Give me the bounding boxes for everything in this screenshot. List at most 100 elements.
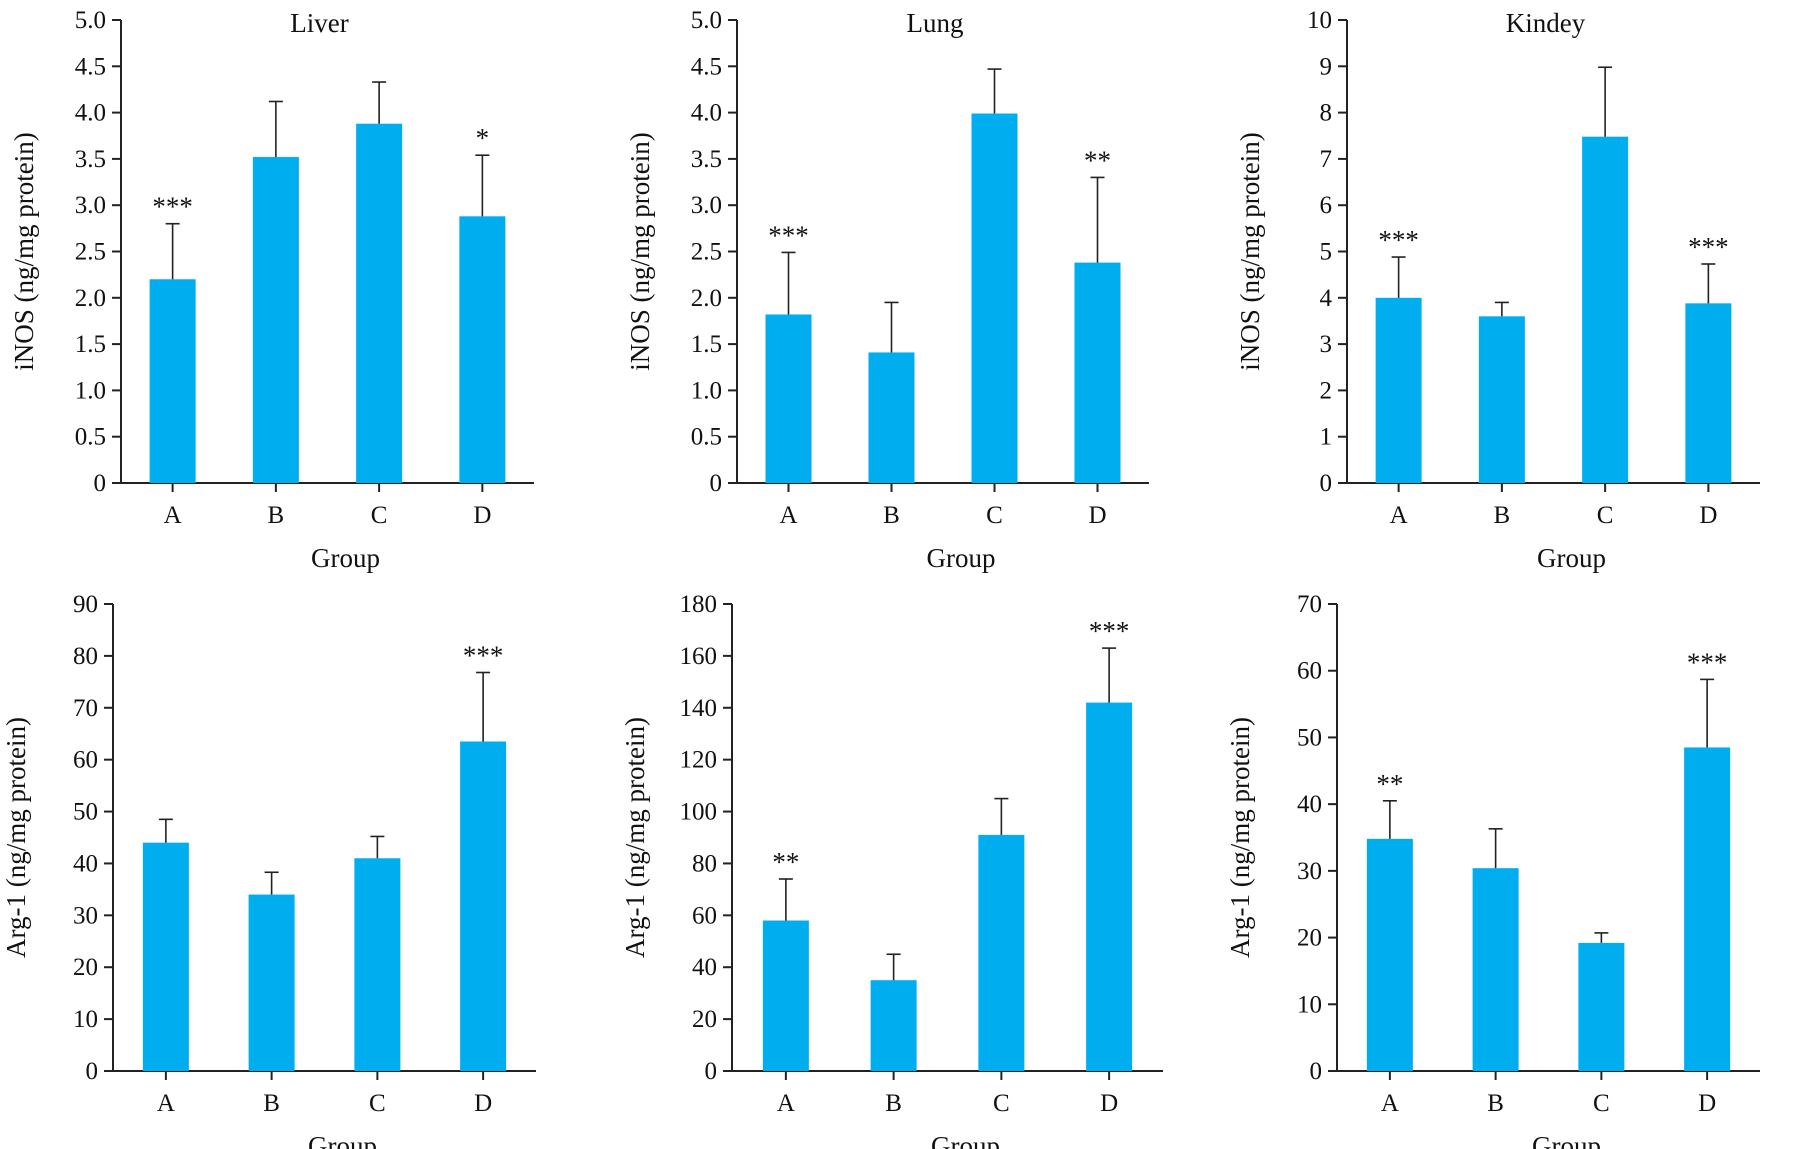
x-tick-label: A (777, 1090, 795, 1117)
x-tick-label: A (157, 1090, 175, 1117)
x-tick-label: A (1390, 502, 1408, 529)
bar-C (356, 123, 403, 483)
y-tick-label: 5.0 (691, 7, 722, 34)
y-tick-label: 60 (692, 902, 717, 929)
significance-label: ** (1376, 769, 1403, 799)
significance-label: ** (772, 847, 799, 877)
y-tick-label: 4.5 (691, 53, 722, 80)
y-tick-label: 4 (1320, 285, 1333, 312)
y-axis-title: iNOS (ng/mg protein) (625, 132, 655, 370)
x-tick-label: C (1593, 1090, 1610, 1117)
panel-title: Kindey (1506, 8, 1586, 38)
bar-C (971, 113, 1018, 483)
x-tick-label: B (268, 502, 285, 529)
y-tick-label: 3.5 (75, 146, 106, 173)
y-tick-label: 0 (710, 470, 723, 497)
x-tick-label: B (1487, 1090, 1504, 1117)
y-tick-label: 180 (680, 591, 718, 618)
y-axis-title: Arg-1 (ng/mg protein) (620, 717, 650, 958)
y-tick-label: 2.5 (691, 239, 722, 266)
y-tick-label: 5.0 (75, 7, 106, 34)
x-axis-title: Group (931, 1131, 1000, 1149)
significance-label: *** (1688, 232, 1729, 262)
y-axis-title: Arg-1 (ng/mg protein) (1225, 717, 1255, 958)
panel-title: Liver (290, 8, 348, 38)
bar-C (354, 858, 401, 1071)
bar-A (1366, 838, 1413, 1071)
x-tick-label: C (1597, 502, 1614, 529)
chart-panel-5: 0 20 40 60 80 100 120 140 160 180 A ** B C D *** Group Ar… (620, 591, 1163, 1149)
y-tick-label: 1.5 (691, 331, 722, 358)
bar-B (1478, 316, 1525, 483)
y-tick-label: 0 (1310, 1058, 1323, 1085)
x-tick-label: D (473, 502, 491, 529)
x-tick-label: B (885, 1090, 902, 1117)
y-tick-label: 160 (680, 643, 718, 670)
bar-D (1684, 747, 1731, 1071)
y-tick-label: 2.0 (691, 285, 722, 312)
y-tick-label: 3.0 (75, 192, 106, 219)
x-tick-label: C (993, 1090, 1010, 1117)
y-tick-label: 3.5 (691, 146, 722, 173)
bar-A (1375, 297, 1422, 483)
y-tick-label: 50 (73, 799, 98, 826)
y-tick-label: 80 (692, 850, 717, 877)
y-tick-label: 9 (1320, 53, 1333, 80)
y-tick-label: 90 (73, 591, 98, 618)
bar-C (1582, 136, 1629, 483)
bar-B (868, 352, 915, 483)
y-tick-label: 40 (692, 954, 717, 981)
y-tick-label: 120 (680, 747, 718, 774)
y-tick-label: 4.0 (75, 100, 106, 127)
significance-label: *** (768, 220, 809, 250)
significance-label: *** (1089, 616, 1130, 646)
y-tick-label: 1.0 (691, 377, 722, 404)
y-tick-label: 20 (73, 954, 98, 981)
chart-panel-6: 0 10 20 30 40 50 60 70 A ** B C D *** Group Arg-1 (ng/m… (1225, 591, 1760, 1149)
y-tick-label: 60 (73, 747, 98, 774)
bar-D (460, 741, 507, 1071)
x-axis-title: Group (927, 543, 996, 573)
y-tick-label: 0 (705, 1058, 718, 1085)
y-tick-label: 2 (1320, 377, 1333, 404)
bar-A (762, 920, 809, 1071)
y-tick-label: 8 (1320, 100, 1333, 127)
y-tick-label: 5 (1320, 239, 1333, 266)
y-tick-label: 40 (1297, 791, 1322, 818)
bar-A (149, 279, 196, 483)
y-tick-label: 0 (94, 470, 107, 497)
x-tick-label: C (986, 502, 1003, 529)
bar-B (1472, 868, 1519, 1071)
y-tick-label: 10 (1307, 7, 1332, 34)
bar-D (1685, 303, 1732, 483)
x-tick-label: C (369, 1090, 386, 1117)
x-tick-label: C (371, 502, 388, 529)
significance-label: *** (463, 640, 504, 670)
y-tick-label: 6 (1320, 192, 1333, 219)
y-tick-label: 4.5 (75, 53, 106, 80)
significance-label: *** (152, 192, 193, 222)
y-tick-label: 70 (1297, 591, 1322, 618)
y-tick-label: 70 (73, 695, 98, 722)
y-tick-label: 2.5 (75, 239, 106, 266)
y-tick-label: 0 (1320, 470, 1333, 497)
significance-label: ** (1084, 145, 1111, 175)
x-tick-label: B (1494, 502, 1511, 529)
y-tick-label: 4.0 (691, 100, 722, 127)
x-tick-label: A (779, 502, 797, 529)
y-tick-label: 0.5 (691, 424, 722, 451)
y-tick-label: 3 (1320, 331, 1333, 358)
y-tick-label: 60 (1297, 658, 1322, 685)
y-tick-label: 7 (1320, 146, 1333, 173)
x-axis-title: Group (311, 543, 380, 573)
x-axis-title: Group (1537, 543, 1606, 573)
x-tick-label: A (1381, 1090, 1399, 1117)
y-tick-label: 140 (680, 695, 718, 722)
y-tick-label: 10 (73, 1006, 98, 1033)
x-tick-label: A (164, 502, 182, 529)
chart-panel-1: 0 0.5 1.0 1.5 2.0 2.5 3.0 3.5 4.0 4.5 5.0 A *** B C D * G… (9, 7, 534, 573)
bar-B (252, 157, 299, 483)
x-tick-label: B (883, 502, 900, 529)
y-tick-label: 100 (680, 799, 718, 826)
